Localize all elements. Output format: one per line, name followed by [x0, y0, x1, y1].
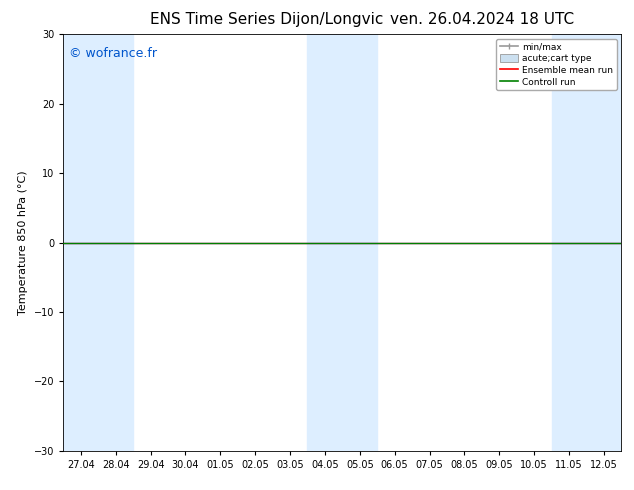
Bar	[552, 34, 621, 451]
Text: ENS Time Series Dijon/Longvic: ENS Time Series Dijon/Longvic	[150, 12, 383, 27]
Text: © wofrance.fr: © wofrance.fr	[69, 47, 157, 60]
Legend: min/max, acute;cart type, Ensemble mean run, Controll run: min/max, acute;cart type, Ensemble mean …	[496, 39, 617, 90]
Y-axis label: Temperature 850 hPa (°C): Temperature 850 hPa (°C)	[18, 170, 29, 315]
Bar	[63, 34, 133, 451]
Text: ven. 26.04.2024 18 UTC: ven. 26.04.2024 18 UTC	[390, 12, 574, 27]
Bar	[307, 34, 377, 451]
